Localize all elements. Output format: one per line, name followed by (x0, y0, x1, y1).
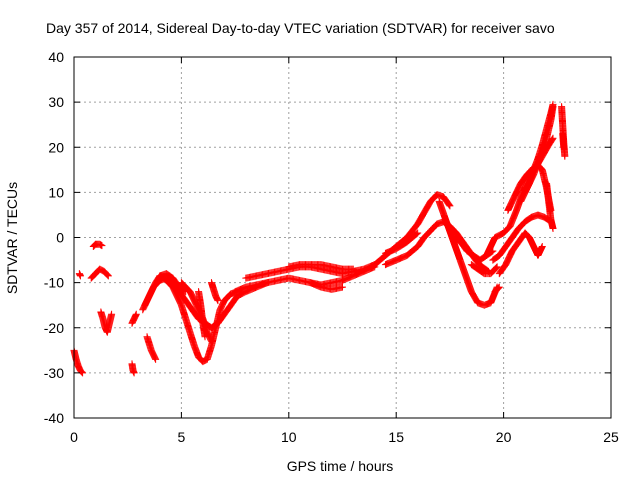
y-tick-label: 30 (48, 94, 64, 110)
data-point (98, 242, 106, 250)
x-tick-label: 0 (70, 429, 78, 445)
x-tick-label: 25 (603, 429, 619, 445)
data-point (492, 264, 500, 272)
data-point (226, 291, 234, 299)
data-point (432, 221, 440, 229)
data-point (201, 333, 209, 341)
data-point (349, 265, 357, 273)
tick-marks (73, 56, 612, 419)
x-tick-label: 5 (178, 429, 186, 445)
data-point (560, 143, 568, 151)
series-track-early-3 (87, 265, 112, 282)
x-axis-title: GPS time / hours (287, 458, 394, 474)
data-point (103, 270, 111, 278)
data-point (548, 136, 556, 144)
y-tick-label: -30 (44, 365, 64, 381)
series-track-evening-7 (543, 179, 557, 232)
series-track-early-5 (97, 308, 116, 336)
data-point (78, 368, 86, 376)
data-point (412, 230, 420, 238)
x-tick-label: 10 (281, 429, 297, 445)
data-point (132, 310, 140, 318)
data-point (446, 202, 454, 210)
series-track-early-6 (128, 360, 138, 377)
data-point (538, 165, 546, 173)
y-tick-label: -40 (44, 410, 64, 426)
series-track-morning-3 (143, 333, 160, 363)
data-point (548, 135, 556, 143)
data-point (152, 355, 160, 363)
y-axis-title: SDTVAR / TECUs (4, 182, 20, 294)
series-track-evening-6 (521, 103, 557, 196)
data-point (414, 229, 422, 237)
x-tick-label: 15 (388, 429, 404, 445)
series-track-afternoon-8 (491, 283, 503, 296)
data-point (77, 367, 85, 375)
y-tick-label: -20 (44, 320, 64, 336)
data-points (70, 100, 569, 377)
data-point (494, 285, 502, 293)
series-track-midday-3 (285, 261, 357, 273)
y-tick-label: 40 (48, 49, 64, 65)
data-point (445, 200, 453, 208)
series-track-afternoon-6 (467, 261, 501, 278)
data-point (561, 152, 569, 160)
series-track-afternoon-4 (435, 197, 501, 309)
data-point (549, 134, 557, 142)
data-point (104, 272, 112, 280)
data-point (207, 337, 215, 345)
series-track-midday-4 (306, 279, 346, 293)
series-track-early-7 (128, 310, 140, 327)
data-point (155, 277, 163, 285)
series-track-morning-7 (207, 279, 222, 305)
data-point (79, 369, 87, 377)
data-point (130, 369, 138, 377)
data-point (339, 283, 346, 291)
grid (74, 57, 611, 418)
data-point (108, 310, 116, 318)
series-track-early-2 (75, 270, 84, 280)
data-point (538, 243, 546, 251)
series-track-afternoon-3 (381, 229, 422, 257)
data-point (413, 230, 421, 238)
data-point (493, 263, 501, 271)
y-tick-label: 0 (56, 230, 64, 246)
y-tick-label: 10 (48, 184, 64, 200)
data-point (495, 283, 503, 291)
data-point (549, 103, 557, 111)
series-track-evening-3 (495, 229, 546, 278)
data-point (76, 272, 84, 280)
chart-title: Day 357 of 2014, Sidereal Day-to-day VTE… (46, 20, 555, 36)
series-track-morning-6 (195, 288, 209, 341)
data-point (492, 264, 500, 272)
data-point (549, 224, 557, 232)
y-tick-label: -10 (44, 275, 64, 291)
data-point (214, 297, 222, 305)
data-point (104, 271, 112, 279)
series-track-evening-9 (559, 130, 568, 151)
data-point (445, 201, 453, 209)
x-tick-label: 20 (496, 429, 512, 445)
series-track-morning-4 (156, 272, 241, 366)
tick-labels: 0 5 10 15 20 25 -40 -30 -20 -10 0 10 20 30 40 (44, 49, 619, 445)
series-track-early-4 (89, 240, 106, 251)
y-tick-label: 20 (48, 139, 64, 155)
data-point (495, 284, 503, 292)
